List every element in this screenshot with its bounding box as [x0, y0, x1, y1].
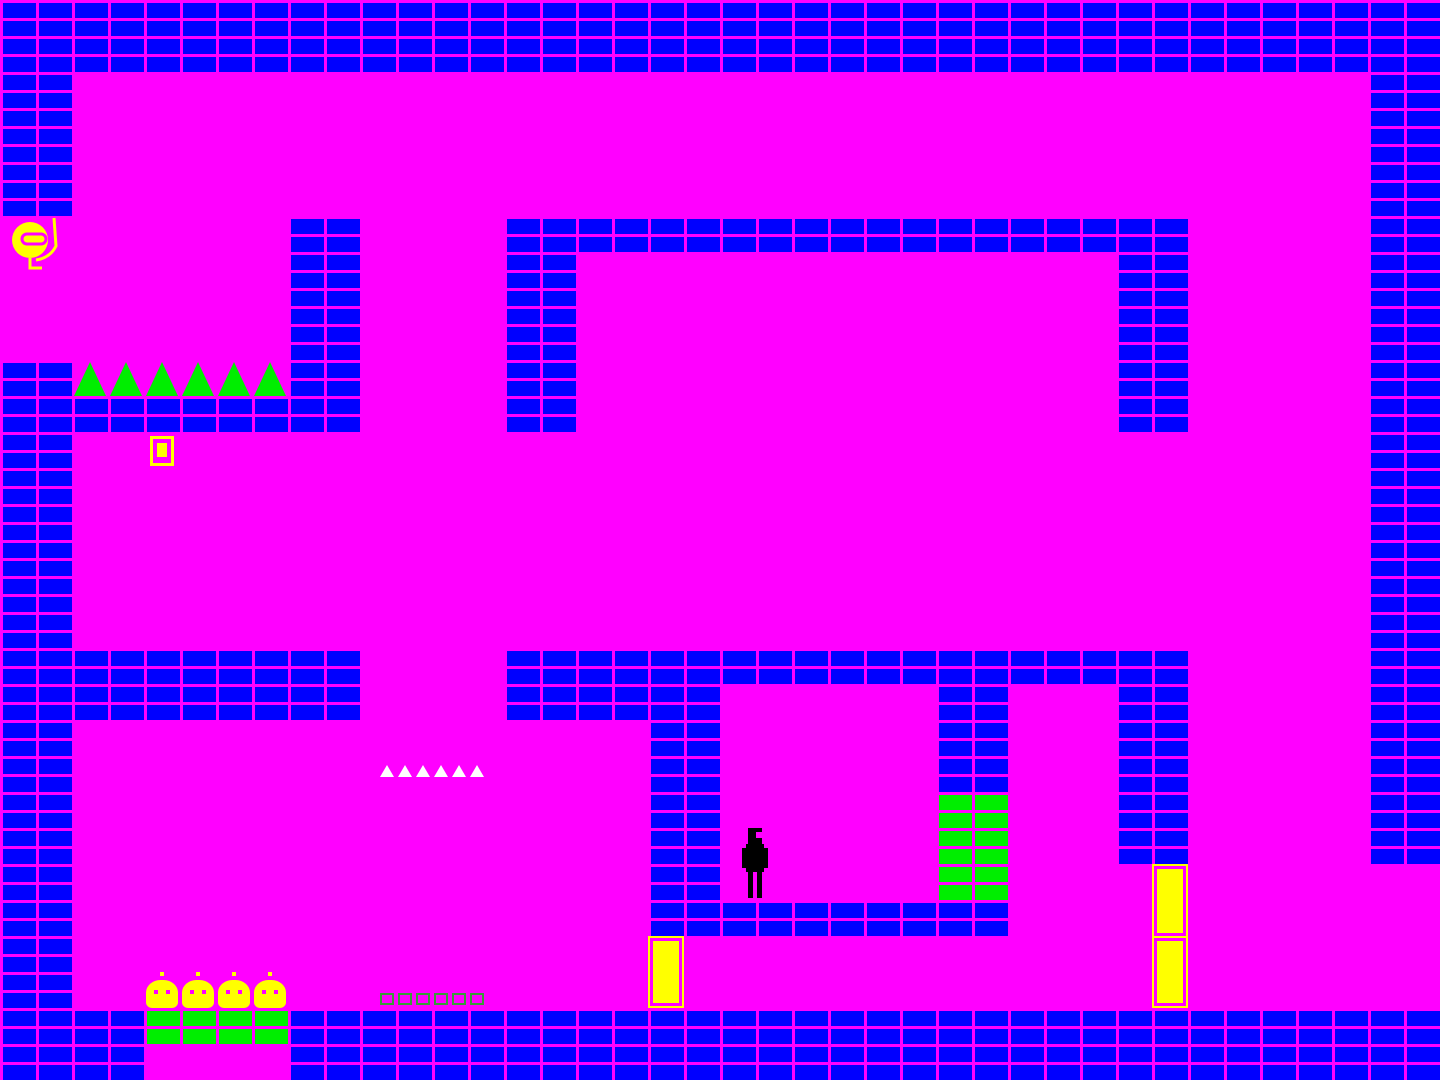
brick-wall: [72, 396, 288, 432]
yellow-key-icon[interactable]: [150, 436, 174, 466]
brick-wall: [288, 1008, 1440, 1080]
brick-wall: [0, 1008, 144, 1080]
brick-wall: [576, 216, 1116, 252]
white-spike-icon: [434, 765, 448, 777]
green-block-icon: [470, 993, 484, 1005]
yellow-door-icon[interactable]: [648, 936, 684, 1008]
brick-wall: [504, 648, 1188, 684]
white-spike-icon: [380, 765, 394, 777]
green-block-stack: [936, 792, 1008, 900]
brick-wall: [720, 900, 1008, 936]
brick-wall: [648, 648, 720, 936]
yellow-cat-icon: [182, 972, 214, 1008]
brick-wall: [288, 216, 360, 432]
green-block-icon: [434, 993, 448, 1005]
yellow-door-icon[interactable]: [1152, 936, 1188, 1008]
green-block-row: [144, 1008, 288, 1044]
yellow-cat-icon: [146, 972, 178, 1008]
green-block-icon: [380, 993, 394, 1005]
green-block-icon: [452, 993, 466, 1005]
green-spike-icon: [146, 362, 178, 396]
yellow-door-icon[interactable]: [1152, 864, 1188, 938]
green-spike-icon: [182, 362, 214, 396]
yellow-cat-icon: [218, 972, 250, 1008]
brick-wall: [0, 0, 72, 216]
brick-wall: [0, 0, 1440, 72]
yellow-ring-creature-icon: [6, 216, 60, 272]
brick-wall: [1116, 216, 1188, 432]
brick-wall: [1116, 648, 1188, 864]
green-block-icon: [398, 993, 412, 1005]
green-spike-icon: [110, 362, 142, 396]
yellow-cat-icon: [254, 972, 286, 1008]
brick-wall: [936, 648, 1008, 792]
brick-wall: [0, 360, 72, 1008]
white-spike-icon: [398, 765, 412, 777]
white-spike-icon: [416, 765, 430, 777]
player-figure-icon[interactable]: [740, 826, 772, 900]
green-spike-icon: [254, 362, 286, 396]
green-block-icon: [416, 993, 430, 1005]
white-spike-icon: [452, 765, 466, 777]
green-spike-icon: [218, 362, 250, 396]
brick-wall: [1368, 0, 1440, 864]
white-spike-icon: [470, 765, 484, 777]
brick-wall: [72, 648, 360, 720]
brick-wall: [504, 216, 576, 432]
green-spike-icon: [74, 362, 106, 396]
